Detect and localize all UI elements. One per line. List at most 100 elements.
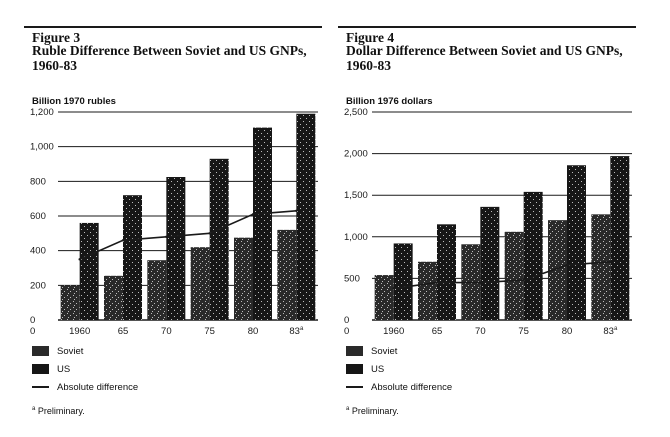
difference-point bbox=[522, 278, 525, 282]
y-tick-label: 600 bbox=[30, 211, 46, 222]
y-tick-label: 1,200 bbox=[30, 107, 54, 118]
x-tick-label: 70 bbox=[475, 326, 486, 337]
absolute-difference-line bbox=[393, 261, 611, 290]
x-tick-label: 1960 bbox=[69, 326, 90, 337]
legend-label: US bbox=[57, 363, 71, 375]
y-tick-label: 2,000 bbox=[344, 149, 368, 160]
figure-title: Ruble Difference Between Soviet and US G… bbox=[32, 43, 307, 73]
soviet-bar bbox=[147, 260, 167, 320]
x-tick-label: 83a bbox=[289, 326, 304, 337]
footnote-text: Preliminary. bbox=[37, 406, 85, 416]
x-tick-label: 75 bbox=[204, 326, 215, 337]
figure-title: Dollar Difference Between Soviet and US … bbox=[346, 43, 623, 73]
us-bar bbox=[253, 127, 272, 320]
us-bar bbox=[610, 156, 630, 320]
legend-label: Soviet bbox=[57, 345, 84, 357]
x-tick-label: 80 bbox=[248, 326, 259, 337]
footnote-text: Preliminary. bbox=[351, 406, 399, 416]
y-axis-unit-label: Billion 1970 rubles bbox=[32, 96, 116, 107]
soviet-swatch bbox=[32, 346, 49, 356]
us-bar bbox=[123, 195, 142, 320]
footnote-marker: a bbox=[32, 406, 36, 412]
soviet-bar bbox=[418, 261, 437, 320]
difference-point bbox=[392, 287, 395, 290]
x-tick-label: 83a bbox=[603, 326, 618, 337]
us-bar bbox=[79, 222, 99, 320]
soviet-bar bbox=[60, 285, 80, 320]
difference-point bbox=[295, 209, 298, 212]
x-tick-label: 65 bbox=[118, 326, 129, 337]
legend-item-soviet: Soviet bbox=[32, 342, 322, 360]
figure-label: Figure 4 bbox=[346, 30, 395, 45]
x-origin-label: 0 bbox=[344, 326, 349, 337]
us-bar bbox=[393, 243, 413, 320]
soviet-swatch bbox=[346, 346, 363, 356]
us-swatch bbox=[32, 364, 49, 374]
x-tick-label: 80 bbox=[562, 326, 573, 337]
y-tick-label: 800 bbox=[30, 176, 46, 187]
footnote-marker: a bbox=[614, 326, 618, 332]
us-bar bbox=[296, 113, 316, 320]
x-tick-label: 75 bbox=[518, 326, 529, 337]
difference-point bbox=[121, 239, 125, 242]
y-tick-label: 400 bbox=[30, 246, 46, 257]
difference-point bbox=[565, 263, 569, 267]
figure-4-panel: Figure 4 Dollar Difference Between Sovie… bbox=[338, 0, 648, 437]
legend-label: US bbox=[371, 363, 385, 375]
us-bar bbox=[523, 191, 543, 320]
difference-line-swatch bbox=[346, 386, 363, 388]
legend-item-difference: Absolute difference bbox=[32, 378, 322, 396]
y-tick-label: 500 bbox=[344, 273, 360, 284]
figure-label: Figure 3 bbox=[32, 30, 81, 45]
soviet-bar bbox=[548, 220, 567, 320]
us-swatch bbox=[346, 364, 363, 374]
footnote-marker: a bbox=[346, 406, 350, 412]
us-bar bbox=[437, 224, 456, 320]
legend-item-us: US bbox=[32, 360, 322, 378]
y-tick-label: 200 bbox=[30, 280, 46, 291]
y-tick-label: 1,500 bbox=[344, 190, 368, 201]
top-rule bbox=[338, 26, 636, 28]
figure-4-footnote: a Preliminary. bbox=[346, 406, 399, 416]
us-bar bbox=[480, 206, 500, 320]
us-bar bbox=[209, 158, 229, 320]
legend-item-difference: Absolute difference bbox=[346, 378, 636, 396]
y-tick-label: 1,000 bbox=[344, 232, 368, 243]
x-origin-label: 0 bbox=[30, 326, 35, 337]
legend-label: Soviet bbox=[371, 345, 398, 357]
us-bar bbox=[567, 165, 586, 320]
y-tick-label: 2,500 bbox=[344, 107, 368, 118]
soviet-bar bbox=[104, 275, 123, 320]
figure-4-legend: Soviet US Absolute difference bbox=[346, 342, 636, 396]
difference-point bbox=[479, 281, 482, 284]
y-tick-label: 1,000 bbox=[30, 142, 54, 153]
figure-3-chart: 0 200 400 600 800 1,000 1,200 1960 65 70 75 80 83a 0 bbox=[30, 107, 318, 337]
legend-label: Absolute difference bbox=[371, 381, 453, 393]
difference-line-swatch bbox=[32, 386, 49, 388]
soviet-bar bbox=[374, 275, 394, 320]
soviet-bar bbox=[504, 231, 524, 320]
difference-point bbox=[208, 232, 211, 235]
x-tick-label: 65 bbox=[432, 326, 443, 337]
difference-point bbox=[165, 235, 168, 238]
legend-item-soviet: Soviet bbox=[346, 342, 636, 360]
y-axis-unit-label: Billion 1976 dollars bbox=[346, 96, 433, 107]
top-rule bbox=[24, 26, 322, 28]
legend-item-us: US bbox=[346, 360, 636, 378]
us-bar bbox=[166, 177, 186, 320]
y-tick-label: 0 bbox=[344, 315, 349, 326]
soviet-bar bbox=[591, 214, 611, 320]
figure-3-panel: Figure 3 Ruble Difference Between Soviet… bbox=[24, 0, 334, 437]
soviet-bar bbox=[190, 247, 210, 320]
y-tick-label: 0 bbox=[30, 315, 35, 326]
absolute-difference-line bbox=[79, 210, 297, 261]
x-tick-label: 70 bbox=[161, 326, 172, 337]
footnote-marker: a bbox=[300, 326, 304, 332]
figure-3-footnote: a Preliminary. bbox=[32, 406, 85, 416]
difference-point bbox=[78, 258, 81, 261]
figure-4-chart: 0 500 1,000 1,500 2,000 2,500 1960 65 70 75 80 83a 0 bbox=[344, 107, 632, 337]
soviet-bar bbox=[234, 237, 253, 320]
difference-point bbox=[435, 281, 439, 284]
soviet-bar bbox=[277, 229, 297, 320]
legend-label: Absolute difference bbox=[57, 381, 139, 393]
